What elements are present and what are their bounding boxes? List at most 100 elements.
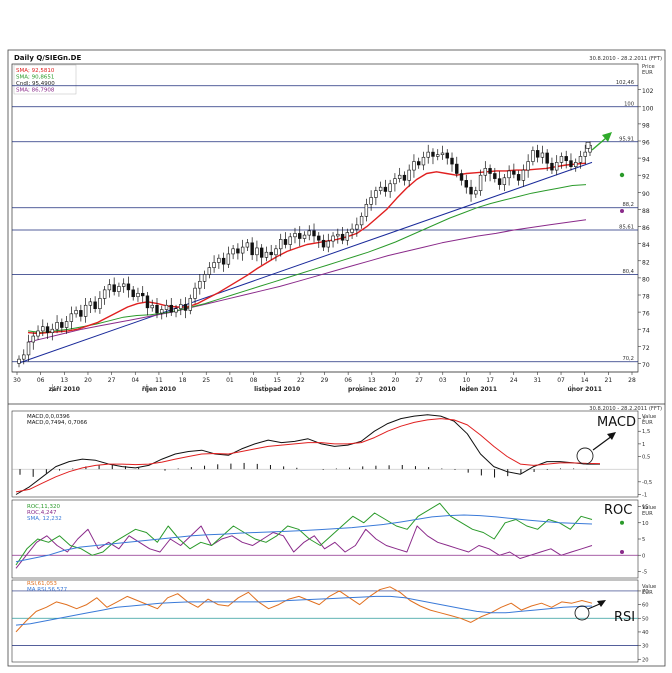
price-sma-green-line	[27, 184, 587, 334]
candle-body	[317, 235, 321, 241]
macd-ytick-5: -1	[642, 492, 647, 498]
price-legend-sma-red: SMA; 92,5810	[16, 68, 55, 74]
rsi-ytick-4: 30	[642, 644, 649, 650]
macd-arrow-head	[607, 432, 616, 440]
candle-body	[459, 173, 464, 181]
price-levels: 102,46 100 95,91 88,2 85,61 80,4 70,2	[12, 80, 638, 362]
candle-body	[141, 292, 145, 297]
candle-body	[412, 161, 416, 171]
candle-body	[378, 186, 383, 191]
candle-body	[155, 304, 159, 314]
price-marker-purple	[620, 209, 624, 213]
price-date-range: 30.8.2010 - 28.2.2011 (FFT)	[589, 56, 662, 62]
date-tick-20: 17	[486, 377, 494, 384]
macd-ytick-3: 0,5	[642, 455, 650, 461]
candle-body	[426, 151, 430, 158]
date-tick-26: 28	[628, 377, 636, 384]
date-tick-7: 18	[179, 377, 187, 384]
candle-body	[240, 246, 245, 254]
macd-axis-caption-1: Value	[642, 414, 656, 420]
rsi-y-ticks: 70 60 50 40 30 20	[638, 589, 649, 663]
price-ytick-6: 82	[642, 259, 650, 266]
candle-body	[45, 326, 50, 333]
macd-ytick-2: 1	[642, 442, 645, 448]
roc-legend-purple: ROC,4,247	[27, 510, 57, 516]
candle-body	[512, 170, 516, 175]
level-label-1: 100	[624, 101, 634, 107]
candle-body	[174, 308, 178, 313]
candle-body	[355, 224, 359, 230]
date-tick-19: 10	[463, 377, 471, 384]
candle-body	[217, 257, 221, 263]
candle-body	[569, 160, 573, 167]
rsi-ytick-2: 50	[642, 616, 649, 622]
price-lines	[17, 161, 593, 364]
candle-body	[474, 190, 478, 195]
candle-body	[402, 174, 407, 181]
candle-body	[345, 232, 350, 241]
rsi-legend-rsi: RSI,61,053	[27, 581, 57, 587]
candle-body	[131, 289, 135, 298]
level-label-2: 95,91	[619, 136, 634, 142]
level-label-5: 80,4	[622, 269, 634, 275]
price-axis-caption-2: EUR	[642, 70, 653, 76]
month-label-5: únor 2011	[567, 386, 601, 393]
candle-body	[41, 326, 45, 332]
date-tick-9: 01	[226, 377, 234, 384]
candle-body	[469, 186, 473, 195]
date-tick-15: 13	[368, 377, 376, 384]
macd-panel-border	[11, 410, 639, 498]
rsi-ytick-0: 70	[642, 589, 649, 595]
candle-body	[36, 330, 40, 337]
candle-body	[374, 190, 378, 198]
roc-axis-caption-2: EUR	[642, 511, 653, 517]
candle-body	[493, 173, 497, 179]
candle-body	[264, 251, 269, 258]
price-panel: Daily Q/SIEGn.DE 30.8.2010 - 28.2.2011 (…	[11, 54, 662, 373]
candle-body	[79, 310, 83, 317]
candle-body	[212, 262, 216, 268]
candle-body	[369, 197, 373, 205]
roc-marker-green	[620, 520, 624, 525]
candle-body	[521, 169, 526, 181]
date-axis: 30 06 13 20 27 04 11 18 25 01 08 15 22 29 06 13 20 27 03 10…	[12, 371, 638, 393]
candle-body	[64, 321, 69, 328]
date-tick-18: 03	[439, 377, 447, 384]
candle-body	[350, 228, 354, 233]
price-ytick-11: 92	[642, 174, 650, 181]
candle-body	[497, 178, 502, 185]
date-tick-23: 07	[557, 377, 565, 384]
forecast-arrow-head	[602, 132, 612, 142]
candle-body	[540, 152, 545, 158]
candle-body	[150, 304, 154, 309]
candle-body	[302, 234, 307, 239]
roc-ytick-1: 10	[642, 521, 649, 527]
candle-body	[17, 358, 21, 364]
date-tick-4: 27	[108, 377, 116, 384]
macd-ytick-1: 1,5	[642, 429, 650, 435]
roc-sma-line	[15, 514, 593, 563]
price-ytick-4: 78	[642, 294, 650, 301]
candle-body	[98, 298, 102, 309]
candle-body	[169, 304, 173, 313]
roc-ytick-3: 0	[642, 553, 645, 559]
candle-body	[388, 183, 392, 192]
date-tick-8: 25	[202, 377, 210, 384]
candle-body	[145, 295, 150, 309]
date-tick-22: 31	[534, 377, 542, 384]
date-tick-17: 27	[415, 377, 423, 384]
candle-body	[440, 152, 445, 155]
candle-body	[455, 163, 459, 174]
macd-highlight-circle	[576, 447, 594, 465]
rsi-ytick-3: 40	[642, 630, 649, 636]
level-label-0: 102,46	[616, 80, 634, 86]
roc-axis-caption-1: Value	[642, 505, 656, 511]
month-label-0: září 2010	[49, 386, 80, 393]
candle-body	[421, 156, 426, 166]
macd-axis-caption-2: EUR	[642, 420, 653, 426]
candle-body	[359, 215, 364, 226]
roc-ytick-2: 5	[642, 537, 645, 543]
roc-marker-purple	[620, 550, 624, 554]
candle-body	[526, 161, 530, 171]
rsi-annotation: RSI	[614, 610, 635, 625]
